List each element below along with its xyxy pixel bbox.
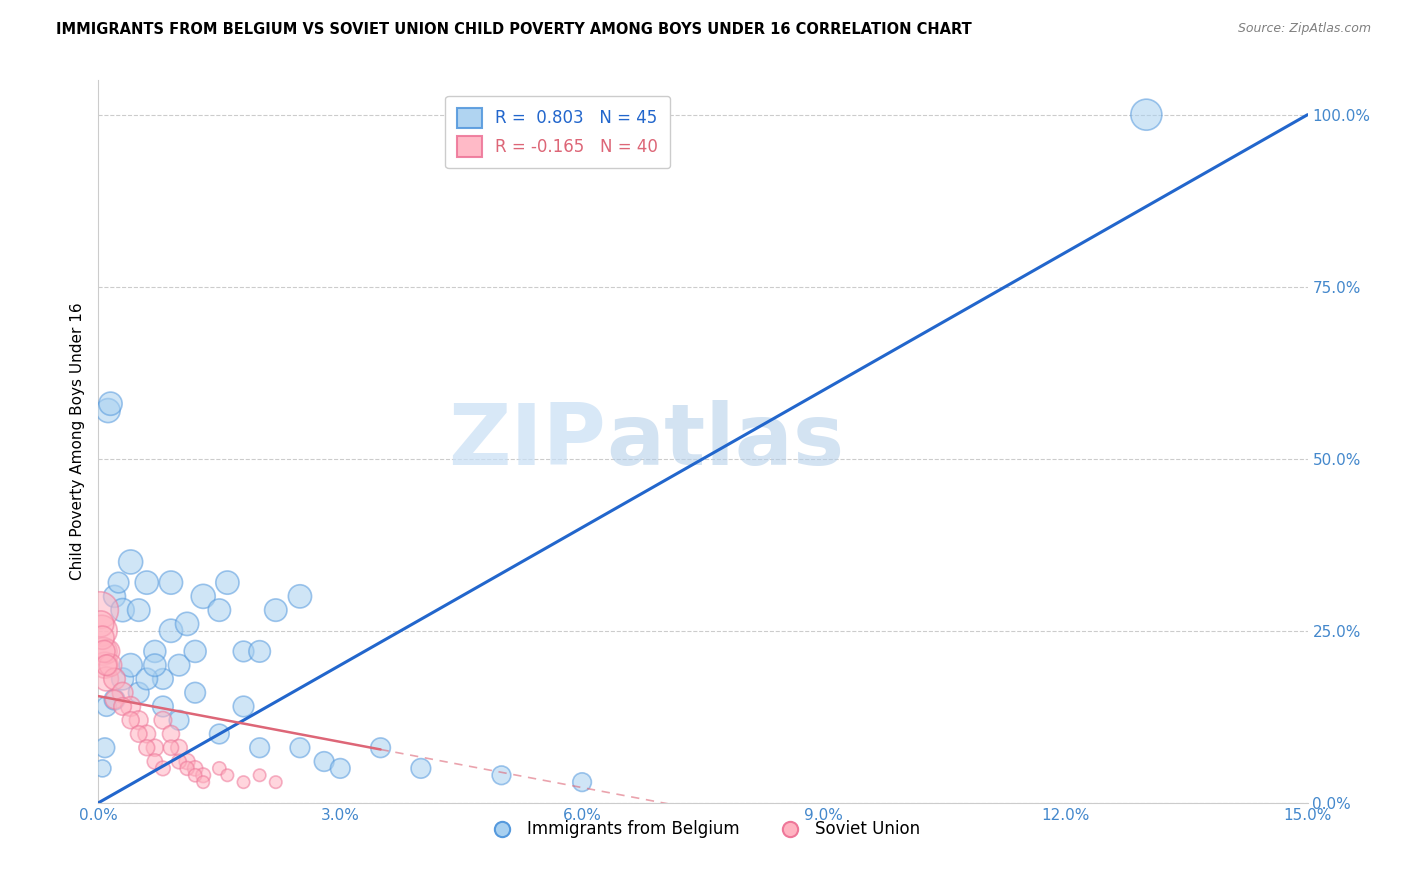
- Point: [167, 755, 190, 769]
- Point: [264, 603, 287, 617]
- Point: [232, 775, 254, 789]
- Point: [491, 768, 513, 782]
- Point: [193, 590, 215, 604]
- Point: [193, 768, 215, 782]
- Point: [249, 644, 271, 658]
- Point: [160, 727, 183, 741]
- Point: [152, 713, 174, 727]
- Point: [143, 658, 166, 673]
- Point: [111, 672, 134, 686]
- Point: [90, 624, 112, 638]
- Point: [91, 631, 114, 645]
- Point: [103, 672, 125, 686]
- Point: [176, 761, 198, 775]
- Point: [152, 699, 174, 714]
- Point: [100, 397, 122, 411]
- Legend: Immigrants from Belgium, Soviet Union: Immigrants from Belgium, Soviet Union: [479, 814, 927, 845]
- Point: [120, 658, 142, 673]
- Point: [111, 603, 134, 617]
- Point: [249, 740, 271, 755]
- Point: [96, 699, 118, 714]
- Point: [288, 740, 311, 755]
- Point: [160, 575, 183, 590]
- Point: [208, 727, 231, 741]
- Point: [128, 727, 150, 741]
- Point: [184, 761, 207, 775]
- Point: [111, 686, 134, 700]
- Y-axis label: Child Poverty Among Boys Under 16: Child Poverty Among Boys Under 16: [69, 302, 84, 581]
- Point: [176, 616, 198, 631]
- Point: [184, 686, 207, 700]
- Point: [111, 699, 134, 714]
- Point: [264, 775, 287, 789]
- Point: [288, 590, 311, 604]
- Text: IMMIGRANTS FROM BELGIUM VS SOVIET UNION CHILD POVERTY AMONG BOYS UNDER 16 CORREL: IMMIGRANTS FROM BELGIUM VS SOVIET UNION …: [56, 22, 972, 37]
- Point: [176, 755, 198, 769]
- Point: [160, 740, 183, 755]
- Point: [100, 658, 122, 673]
- Point: [232, 644, 254, 658]
- Point: [89, 603, 111, 617]
- Point: [91, 644, 114, 658]
- Point: [167, 658, 190, 673]
- Point: [167, 740, 190, 755]
- Point: [128, 713, 150, 727]
- Point: [94, 740, 117, 755]
- Point: [329, 761, 352, 775]
- Point: [314, 755, 336, 769]
- Point: [128, 603, 150, 617]
- Point: [167, 713, 190, 727]
- Text: Source: ZipAtlas.com: Source: ZipAtlas.com: [1237, 22, 1371, 36]
- Point: [232, 699, 254, 714]
- Point: [143, 755, 166, 769]
- Point: [103, 692, 125, 706]
- Point: [96, 672, 118, 686]
- Point: [96, 658, 118, 673]
- Point: [107, 575, 129, 590]
- Point: [93, 644, 115, 658]
- Point: [94, 658, 117, 673]
- Point: [208, 761, 231, 775]
- Point: [409, 761, 432, 775]
- Point: [249, 768, 271, 782]
- Point: [217, 768, 239, 782]
- Point: [160, 624, 183, 638]
- Point: [184, 768, 207, 782]
- Point: [143, 644, 166, 658]
- Point: [184, 644, 207, 658]
- Point: [208, 603, 231, 617]
- Point: [103, 590, 125, 604]
- Point: [135, 727, 157, 741]
- Point: [135, 575, 157, 590]
- Point: [135, 672, 157, 686]
- Point: [97, 403, 120, 417]
- Point: [120, 699, 142, 714]
- Point: [128, 686, 150, 700]
- Text: atlas: atlas: [606, 400, 845, 483]
- Point: [120, 555, 142, 569]
- Text: ZIP: ZIP: [449, 400, 606, 483]
- Point: [217, 575, 239, 590]
- Point: [370, 740, 392, 755]
- Point: [135, 740, 157, 755]
- Point: [103, 692, 125, 706]
- Point: [90, 616, 112, 631]
- Point: [152, 672, 174, 686]
- Point: [97, 644, 120, 658]
- Point: [143, 740, 166, 755]
- Point: [571, 775, 593, 789]
- Point: [193, 775, 215, 789]
- Point: [91, 761, 114, 775]
- Point: [152, 761, 174, 775]
- Point: [120, 713, 142, 727]
- Point: [1135, 108, 1157, 122]
